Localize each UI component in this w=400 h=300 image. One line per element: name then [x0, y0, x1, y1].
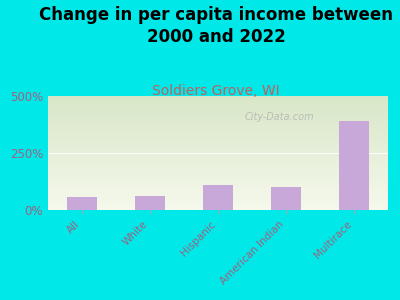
Bar	[135, 196, 165, 210]
Bar	[67, 197, 97, 210]
Bar	[203, 185, 233, 210]
Bar	[339, 121, 369, 210]
Text: Change in per capita income between
2000 and 2022: Change in per capita income between 2000…	[39, 6, 393, 46]
Text: Soldiers Grove, WI: Soldiers Grove, WI	[152, 84, 280, 98]
Text: City-Data.com: City-Data.com	[244, 112, 314, 122]
Bar	[271, 187, 301, 210]
